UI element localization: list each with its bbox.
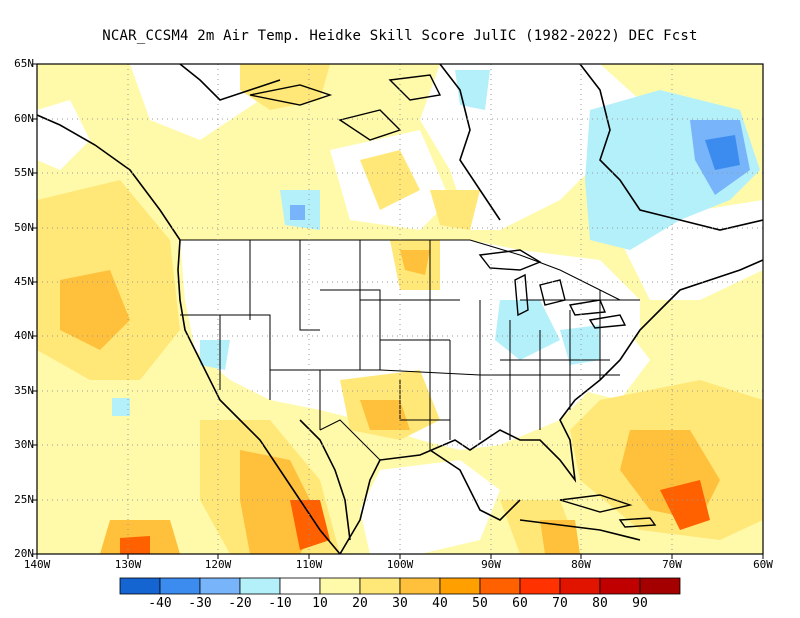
colorbar-label-10: 70 (552, 596, 568, 611)
coastlines (37, 64, 763, 554)
colorbar-swatch-9 (479, 577, 521, 595)
colorbar-label-4: 10 (312, 596, 328, 611)
colorbar-swatch-4 (279, 577, 321, 595)
axis-ticks (32, 63, 764, 559)
lon-label-90w: 90W (481, 558, 501, 571)
colorbar-swatch-5 (319, 577, 361, 595)
colorbar-label-6: 30 (392, 596, 408, 611)
colorbar-label-2: -20 (228, 596, 252, 611)
lat-label-25n: 25N (14, 493, 34, 506)
lat-label-35n: 35N (14, 384, 34, 397)
colorbar-swatch-13 (639, 577, 681, 595)
colorbar-label-9: 60 (512, 596, 528, 611)
colorbar-swatch-7 (399, 577, 441, 595)
colorbar-label-3: -10 (268, 596, 292, 611)
lat-label-20n: 20N (14, 547, 34, 560)
lon-label-100w: 100W (386, 558, 414, 571)
lon-label-120w: 120W (204, 558, 232, 571)
lakes-and-islands (249, 74, 657, 528)
colorbar-label-12: 90 (632, 596, 648, 611)
map-title: NCAR_CCSM4 2m Air Temp. Heidke Skill Sco… (102, 28, 698, 44)
lat-label-45n: 45N (14, 275, 34, 288)
lat-label-40n: 40N (14, 329, 34, 342)
colorbar-swatch-11 (559, 577, 601, 595)
colorbar-swatch-12 (599, 577, 641, 595)
colorbar-label-7: 40 (432, 596, 448, 611)
lat-label-65n: 65N (14, 57, 34, 70)
lon-label-140w: 140W (23, 558, 51, 571)
colorbar-swatch-2 (199, 577, 241, 595)
colorbar-swatch-1 (159, 577, 201, 595)
lat-label-55n: 55N (14, 166, 34, 179)
lat-label-50n: 50N (14, 221, 34, 234)
colorbar-swatch-8 (439, 577, 481, 595)
colorbar-label-5: 20 (352, 596, 368, 611)
colorbar (119, 577, 681, 595)
lon-label-130w: 130W (114, 558, 142, 571)
graticule (37, 64, 763, 554)
lat-label-60n: 60N (14, 112, 34, 125)
lon-label-110w: 110W (295, 558, 323, 571)
colorbar-label-8: 50 (472, 596, 488, 611)
lat-label-30n: 30N (14, 438, 34, 451)
lon-label-70w: 70W (662, 558, 682, 571)
lon-label-80w: 80W (571, 558, 591, 571)
skill-score-field (37, 64, 763, 554)
colorbar-label-1: -30 (188, 596, 212, 611)
state-borders (180, 239, 640, 461)
colorbar-label-0: -40 (148, 596, 172, 611)
colorbar-label-11: 80 (592, 596, 608, 611)
colorbar-swatch-3 (239, 577, 281, 595)
colorbar-swatch-10 (519, 577, 561, 595)
colorbar-swatch-0 (119, 577, 161, 595)
colorbar-swatch-6 (359, 577, 401, 595)
lon-label-60w: 60W (753, 558, 773, 571)
